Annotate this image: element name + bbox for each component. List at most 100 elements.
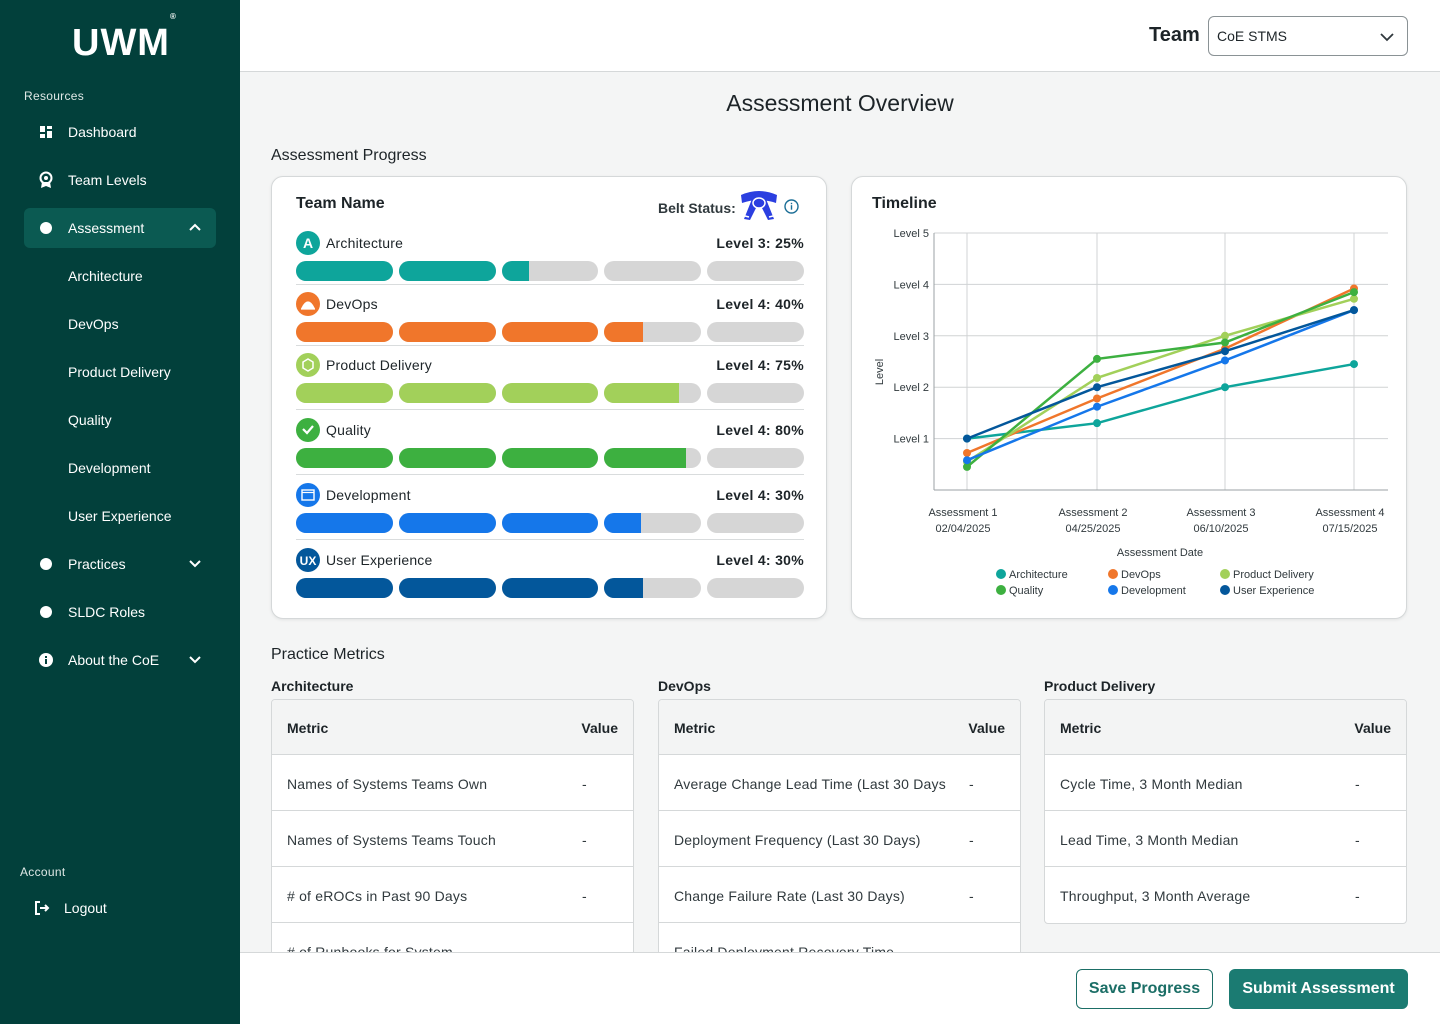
legend-label: Quality: [1009, 585, 1044, 597]
user-experience-icon: UX: [296, 548, 320, 572]
progress-segment: [707, 578, 804, 598]
table-row: Deployment Frequency (Last 30 Days) -: [659, 811, 1020, 867]
metrics-table-product-delivery: Metric Value Cycle Time, 3 Month Median …: [1044, 699, 1407, 924]
table-row: Throughput, 3 Month Average -: [1045, 867, 1406, 923]
nav-about-coe-label: About the CoE: [68, 652, 160, 668]
footer-bar: Save Progress Submit Assessment: [240, 952, 1440, 1024]
nav-about-coe[interactable]: About the CoE: [24, 640, 216, 680]
progress-segment: [296, 261, 393, 281]
metrics-table-title: DevOps: [658, 678, 711, 694]
account-label: Account: [20, 865, 66, 879]
sub-item-architecture[interactable]: Architecture: [68, 268, 143, 284]
nav-dashboard[interactable]: Dashboard: [24, 112, 216, 152]
progress-segment: [604, 261, 702, 281]
sub-item-user-experience[interactable]: User Experience: [68, 508, 172, 524]
progress-segment: [296, 448, 393, 468]
info-icon[interactable]: [784, 199, 799, 219]
submit-assessment-button[interactable]: Submit Assessment: [1229, 969, 1408, 1009]
legend-label: User Experience: [1233, 585, 1314, 597]
practice-progress-bar: [296, 322, 804, 342]
metric-column-header: Metric: [287, 720, 329, 736]
chevron-up-icon[interactable]: [188, 220, 202, 237]
nav-sldc-roles[interactable]: SLDC Roles: [24, 592, 216, 632]
progress-segment: [501, 578, 599, 598]
legend-swatch: [996, 569, 1006, 579]
data-point: [1350, 288, 1358, 297]
legend-swatch: [1220, 585, 1230, 595]
metric-value: -: [969, 832, 974, 848]
progress-segment: [707, 513, 804, 533]
nav-assessment-label: Assessment: [68, 220, 145, 236]
metric-value: -: [1355, 776, 1360, 792]
nav-practices[interactable]: Practices: [24, 544, 216, 584]
progress-segment: [296, 513, 393, 533]
progress-segment: [707, 322, 804, 342]
sub-item-quality[interactable]: Quality: [68, 412, 112, 428]
nav-practices-label: Practices: [68, 556, 126, 572]
metrics-table-title: Product Delivery: [1044, 678, 1156, 694]
series-line: [966, 287, 1355, 455]
data-point: [1350, 306, 1358, 315]
belt-icon: [738, 189, 780, 228]
architecture-icon: A: [296, 231, 320, 255]
y-tick-label: Level 4: [894, 279, 929, 291]
progress-segment: [398, 261, 496, 281]
progress-segment: [296, 322, 393, 342]
series-line: [966, 362, 1355, 440]
legend-swatch: [1220, 569, 1230, 579]
progress-segment: [398, 322, 496, 342]
svg-text:UX: UX: [300, 554, 317, 568]
data-point: [1093, 354, 1101, 363]
series-line: [966, 308, 1355, 440]
development-icon: [296, 483, 320, 507]
progress-segment: [296, 578, 393, 598]
y-axis-label: Level: [874, 359, 886, 385]
legend-swatch: [1108, 569, 1118, 579]
practice-level: Level 4: 80%: [716, 422, 804, 438]
timeline-chart: Level 1 Level 2 Level 3 Level 4 Level 5 Level…: [874, 228, 1388, 597]
progress-segment: [398, 578, 496, 598]
y-tick-label: Level 3: [894, 331, 929, 343]
svg-text:A: A: [303, 235, 313, 251]
practice-progress-bar: [296, 383, 804, 403]
practice-progress-bar: [296, 513, 804, 533]
practice-level: Level 4: 75%: [716, 357, 804, 373]
sidebar: UWM® Resources Dashboard Team Levels Ass…: [0, 0, 240, 1024]
logout-button[interactable]: Logout: [20, 888, 212, 928]
sub-item-product-delivery[interactable]: Product Delivery: [68, 364, 171, 380]
nav-team-levels[interactable]: Team Levels: [24, 160, 216, 200]
data-point: [1221, 347, 1229, 356]
chevron-down-icon[interactable]: [188, 652, 202, 669]
x-tick-date: 02/04/2025: [935, 523, 990, 535]
chevron-down-icon[interactable]: [188, 556, 202, 573]
value-column-header: Value: [1354, 720, 1391, 736]
data-point: [963, 456, 971, 465]
progress-segment: [501, 513, 599, 533]
nav-sldc-roles-label: SLDC Roles: [68, 604, 146, 620]
devops-icon: [296, 292, 320, 316]
table-row: Change Failure Rate (Last 30 Days) -: [659, 867, 1020, 923]
metric-value: -: [582, 776, 587, 792]
metric-value: -: [969, 888, 974, 904]
practice-name: DevOps: [326, 296, 378, 312]
row-divider: [296, 284, 804, 285]
nav-assessment[interactable]: Assessment: [24, 208, 216, 248]
table-header: Metric Value: [272, 700, 633, 755]
practice-level: Level 3: 25%: [716, 235, 804, 251]
sub-item-devops[interactable]: DevOps: [68, 316, 119, 332]
data-point: [1093, 394, 1101, 403]
save-progress-button[interactable]: Save Progress: [1076, 969, 1213, 1009]
chevron-down-icon: [1379, 30, 1395, 47]
team-select[interactable]: CoE STMS: [1208, 16, 1408, 56]
metrics-table-title: Architecture: [271, 678, 354, 694]
uwm-logo[interactable]: UWM®: [72, 12, 177, 64]
sub-item-development[interactable]: Development: [68, 460, 151, 476]
y-tick-label: Level 1: [894, 434, 929, 446]
table-header: Metric Value: [659, 700, 1020, 755]
resources-label: Resources: [24, 89, 85, 103]
row-divider: [296, 345, 804, 346]
progress-segment: [604, 448, 702, 468]
logout-label: Logout: [64, 900, 107, 916]
practice-progress-bar: [296, 261, 804, 281]
progress-segment: [604, 322, 702, 342]
